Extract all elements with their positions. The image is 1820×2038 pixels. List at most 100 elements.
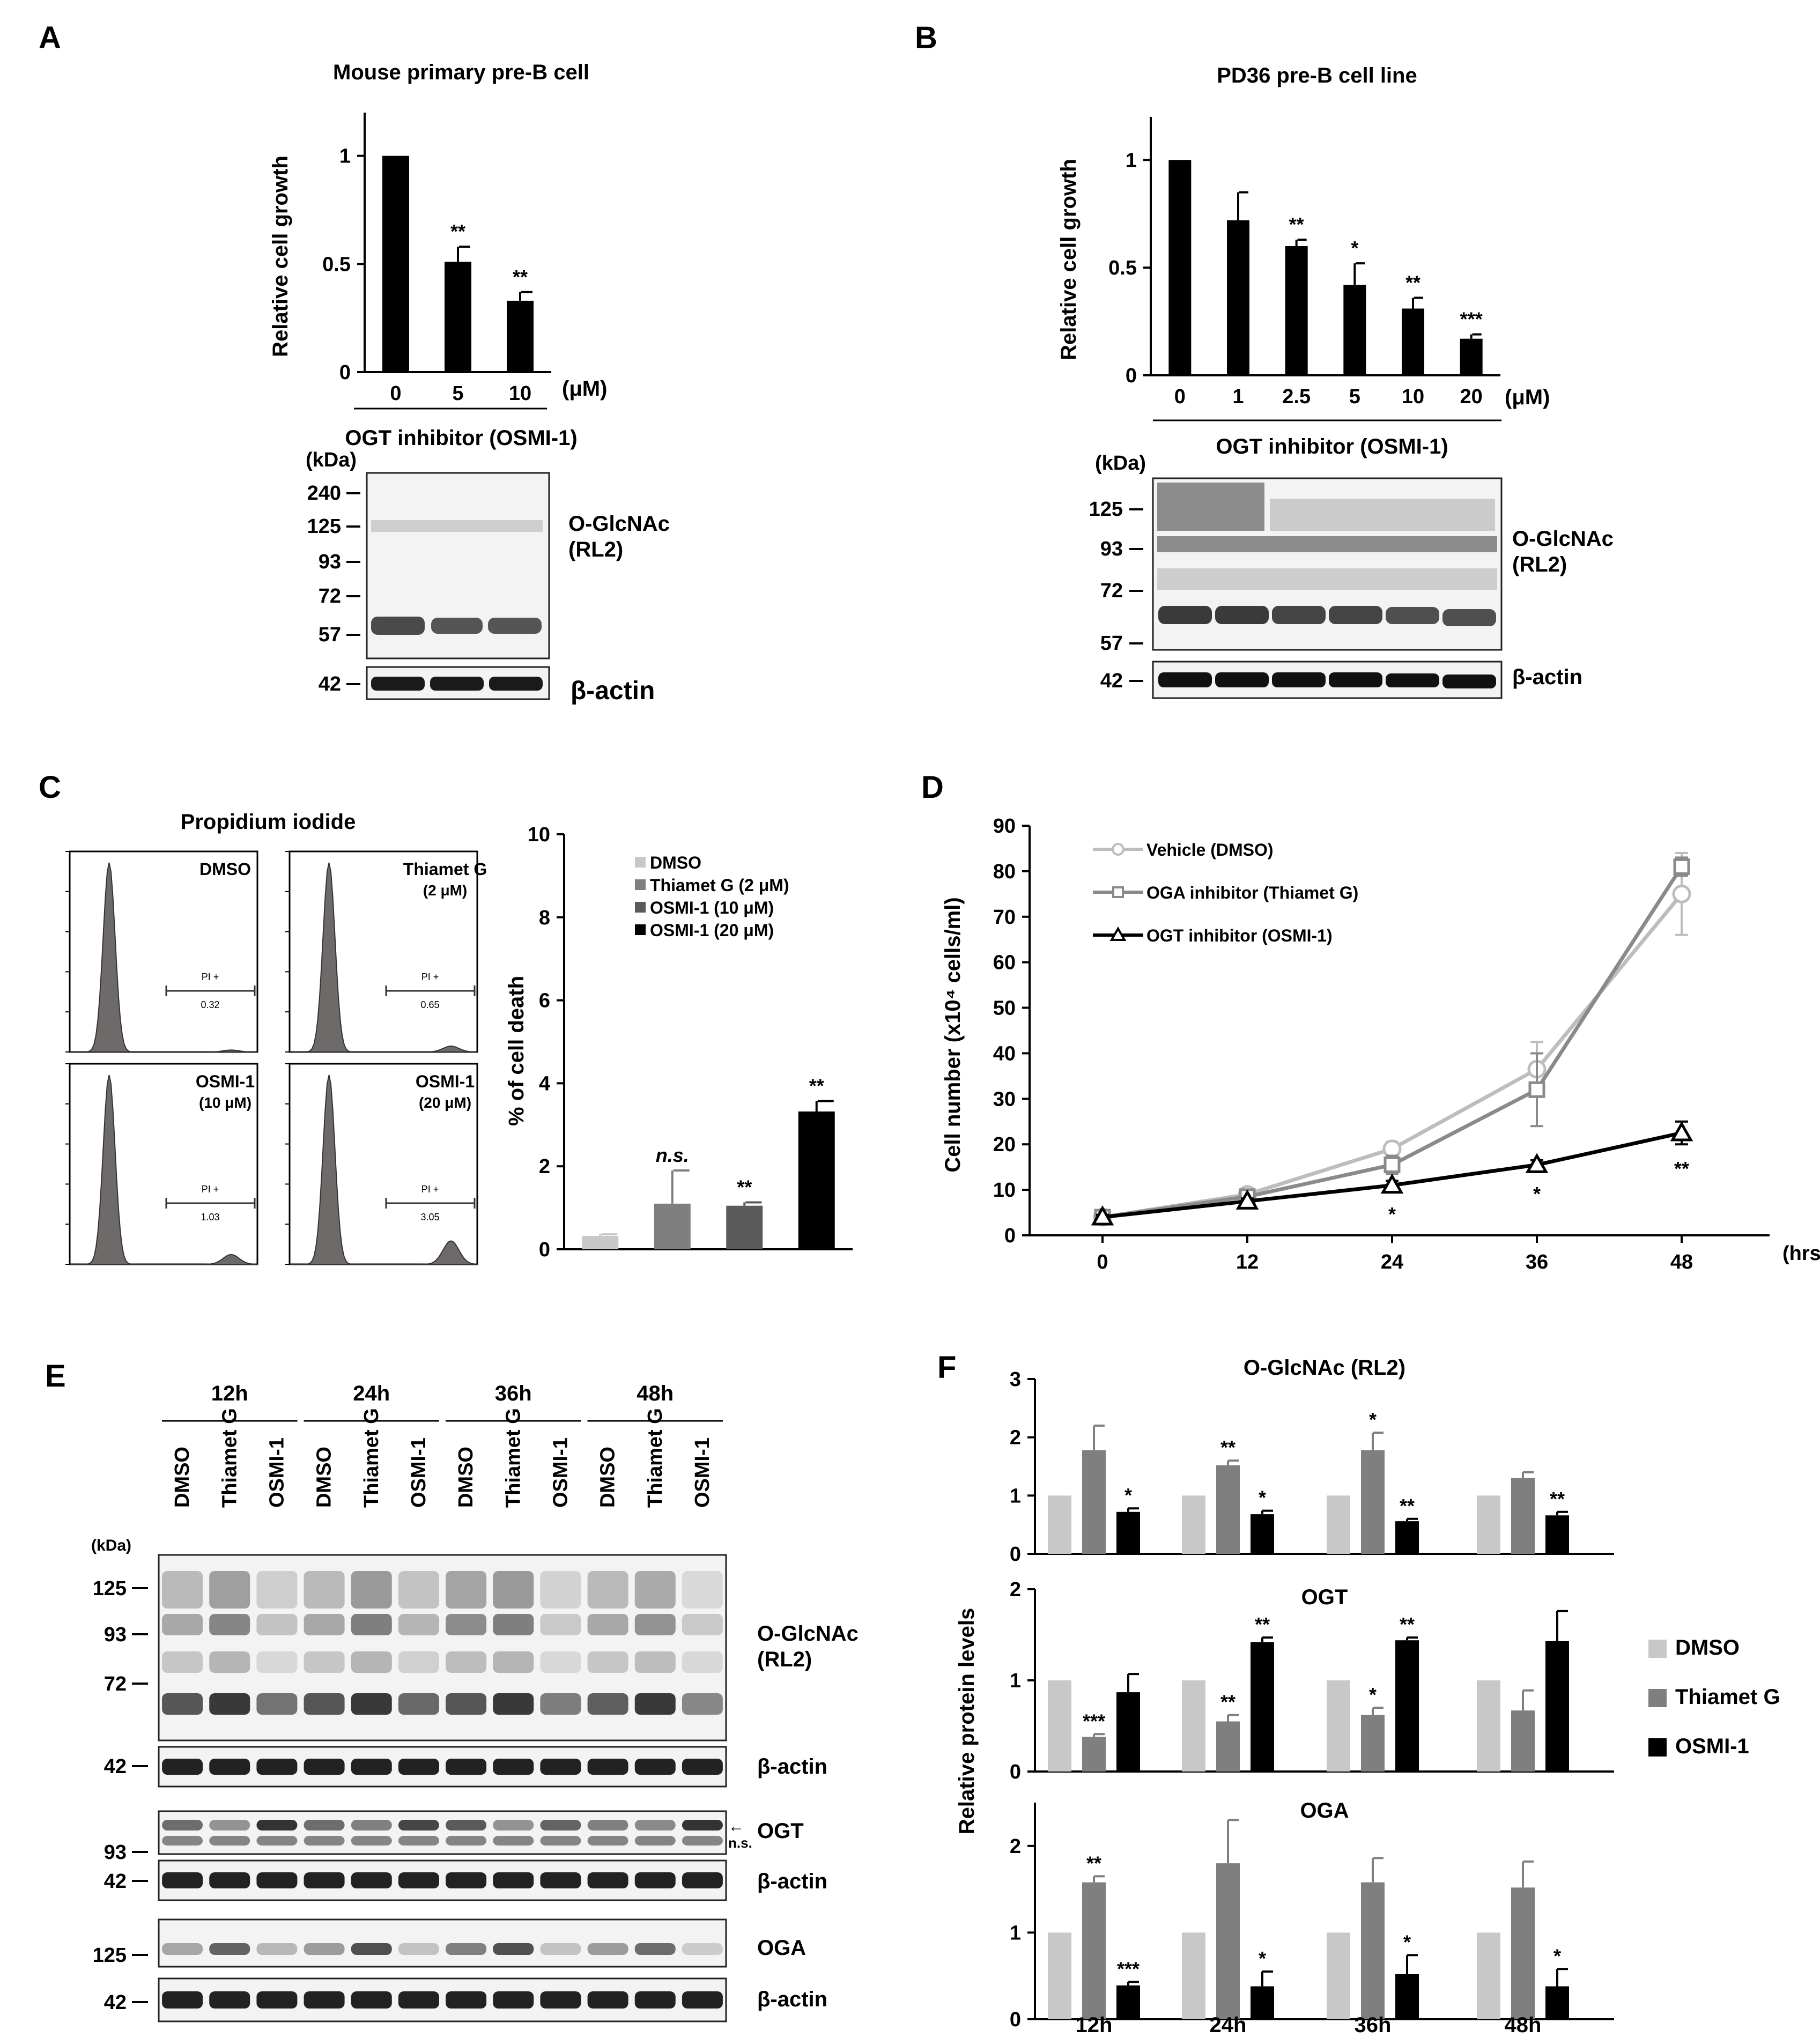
data-point [1672, 884, 1691, 903]
marker-93: 93 [319, 551, 341, 573]
x-tick-label: 1 [1232, 386, 1244, 408]
actin-blot-2 [158, 1859, 727, 1901]
y-tick-label: 40 [993, 1042, 1016, 1065]
panel-b-blot-label-2: (RL2) [1512, 553, 1567, 576]
x-tick-label: 5 [452, 382, 463, 405]
rl2-band-93 [398, 1614, 439, 1635]
panel-a-treatment: OGT inhibitor (OSMI-1) [345, 426, 577, 450]
ogt-band [256, 1820, 298, 1831]
rl2-band-93 [634, 1614, 676, 1635]
bar [1327, 1495, 1350, 1554]
ogt-band [634, 1820, 676, 1831]
bar [1327, 1680, 1350, 1772]
x-tick-label: 2.5 [1282, 386, 1311, 408]
actin-marker-2: 42 [104, 1870, 127, 1893]
panel-b-treatment: OGT inhibitor (OSMI-1) [1216, 435, 1448, 458]
y-tick-label: 0 [1004, 1225, 1016, 1247]
legend-marker [1112, 843, 1124, 856]
panel-c: C Propidium iodide PI + 0.32 DMSO PI + 0.65 T… [39, 770, 853, 1265]
rl2-band-low [634, 1693, 676, 1715]
lane-label: OSMI-1 [549, 1437, 572, 1508]
x-tick-label: 24 [1381, 1251, 1403, 1273]
rl2-band-93 [162, 1614, 203, 1635]
y-tick-label: 0.5 [1108, 257, 1137, 279]
actin-band [446, 1872, 487, 1888]
gate-label: PI + [421, 972, 439, 982]
kda-label: (kDa) [91, 1537, 131, 1554]
bar [1216, 1863, 1240, 2019]
legend-marker [1109, 926, 1127, 941]
actin-band [446, 1759, 487, 1775]
actin-band [256, 1872, 298, 1888]
lane-label: Thiamet G [218, 1408, 241, 1508]
significance-label: * [1553, 1945, 1561, 1967]
bar [1327, 1932, 1350, 2019]
ogt-band [540, 1820, 581, 1831]
significance-label: ** [1550, 1488, 1565, 1510]
gate-value: 0.65 [420, 999, 439, 1010]
marker-72: 72 [1100, 580, 1123, 602]
panel-a: A Mouse primary pre-B cell 00.510**5**10… [39, 20, 670, 705]
rl2-band-high [256, 1571, 298, 1609]
bar [582, 1236, 619, 1249]
rl2-band-mid [446, 1651, 487, 1673]
bar [1251, 1642, 1274, 1772]
panel-b-markers: 125 93 72 57 [1089, 498, 1143, 655]
bar [1168, 160, 1192, 375]
y-tick-label: 6 [539, 990, 550, 1012]
significance-label: ** [1255, 1613, 1270, 1635]
panel-e: E 12h 24h 36h 48h DMSO Thiamet G OSMI-1 DMSO Thi… [45, 1359, 859, 2022]
panel-b-actin-label: β-actin [1512, 665, 1582, 689]
rl2-band-high [540, 1571, 581, 1609]
ogt-band [493, 1820, 534, 1831]
significance-label: *** [1117, 1958, 1140, 1980]
panel-b-kda: (kDa) [1095, 452, 1146, 475]
x-tick-label: 36h [1355, 2013, 1392, 2037]
histogram-conc: (2 μM) [423, 882, 467, 899]
actin-band [493, 1991, 534, 2009]
panel-e-blots: 12h 24h 36h 48h DMSO Thiamet G OSMI-1 DMSO Thiam… [91, 1382, 859, 2022]
y-tick-label: 60 [993, 952, 1016, 974]
actin-band [540, 1991, 581, 2009]
lane-label: OSMI-1 [408, 1437, 430, 1508]
gate-value: 3.05 [420, 1212, 439, 1222]
panel-f-label: F [937, 1350, 956, 1385]
panel-b-blot-label-1: O-GlcNAc [1512, 527, 1614, 551]
panel-d-xunit: (hrs) [1782, 1242, 1820, 1265]
ogt-ns-band [351, 1836, 392, 1846]
ogt-band [587, 1820, 628, 1831]
timepoint-label: 12h [211, 1382, 248, 1405]
actin-band [682, 1991, 723, 2009]
bar [1182, 1680, 1205, 1772]
actin-band [256, 1759, 298, 1775]
oga-band [304, 1943, 345, 1955]
actin-band [587, 1991, 628, 2009]
ogt-band [446, 1820, 487, 1831]
y-tick-label: 10 [993, 1179, 1016, 1202]
histogram-curve [290, 862, 478, 1053]
bar [1048, 1932, 1071, 2019]
bar [654, 1203, 691, 1249]
actin-band [398, 1991, 439, 2009]
gate-label: PI + [421, 1184, 439, 1195]
y-tick-label: 1 [1010, 1922, 1021, 1944]
panel-b-actin-marker: 42 [1100, 670, 1123, 692]
panel-b: B PD36 pre-B cell line 00.510 1**2.5*5**1… [915, 20, 1614, 699]
bar [1361, 1882, 1385, 2019]
rl2-band-high [587, 1571, 628, 1609]
bar [1395, 1974, 1419, 2019]
y-tick-label: 20 [993, 1133, 1016, 1156]
bar [1477, 1495, 1500, 1554]
rl2-band-low [587, 1693, 628, 1715]
actin-band [634, 1872, 676, 1888]
x-tick-label: 20 [1460, 386, 1483, 408]
bar [1460, 338, 1483, 375]
oga-band [682, 1943, 723, 1955]
legend-item: OGA inhibitor (Thiamet G) [1093, 883, 1358, 902]
y-tick-label: 0 [1010, 2009, 1021, 2031]
panel-a-rl2-bands [371, 520, 543, 635]
